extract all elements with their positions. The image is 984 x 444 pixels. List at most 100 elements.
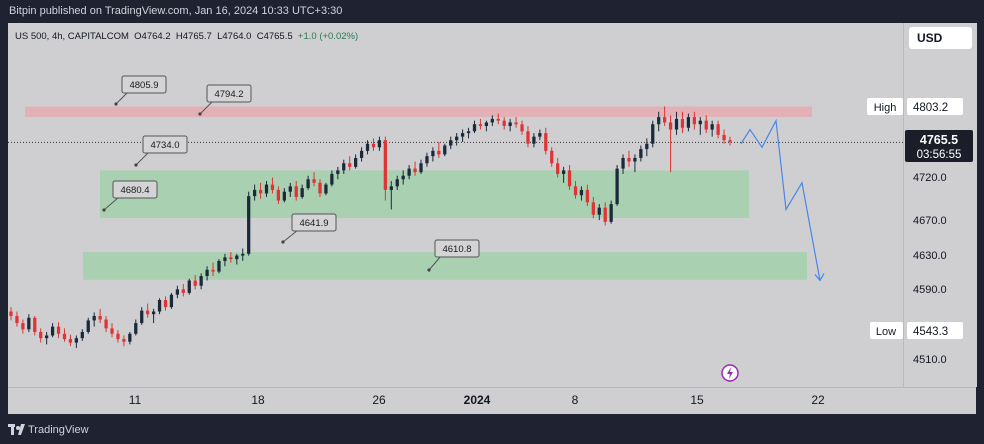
- candle-body: [21, 323, 25, 330]
- callout-box: [121, 75, 167, 94]
- candle-body: [425, 156, 429, 164]
- y-tick-label: 4630.0: [913, 250, 947, 262]
- candle-body: [181, 289, 185, 293]
- candle-body: [56, 326, 61, 334]
- callout-box: [142, 135, 188, 154]
- candle-body: [597, 207, 601, 215]
- candle-body: [211, 269, 215, 272]
- candle-body: [520, 124, 524, 132]
- candle-body: [526, 131, 530, 144]
- callout-box: [112, 180, 158, 199]
- resistance-zone: [25, 106, 812, 117]
- candle-body: [377, 140, 382, 148]
- candle-body: [395, 179, 399, 187]
- candle-body: [389, 186, 393, 190]
- candle-body: [419, 163, 423, 173]
- x-tick-label: 22: [811, 393, 825, 407]
- y-tick-label: 4720.0: [913, 172, 947, 184]
- high-value: 4803.2: [913, 102, 948, 114]
- candle-body: [294, 186, 298, 198]
- callout-label: 4734.0: [150, 140, 179, 151]
- candle-body: [490, 118, 494, 123]
- callout-label: 4680.4: [120, 185, 149, 196]
- candle-body: [579, 189, 584, 196]
- countdown-timer: 03:56:55: [917, 149, 962, 161]
- candle-body: [116, 333, 120, 340]
- footer-brand: TradingView: [28, 424, 89, 436]
- candle-body: [50, 326, 55, 336]
- price-change: +1.0 (+0.02%): [297, 31, 359, 42]
- candle-body: [122, 339, 126, 342]
- support-zone: [100, 170, 749, 218]
- candle-body: [621, 157, 625, 169]
- candle-body: [169, 294, 174, 308]
- candle-body: [496, 118, 500, 121]
- candle-body: [258, 189, 263, 194]
- candle-body: [359, 150, 364, 158]
- candle-body: [354, 157, 358, 167]
- candle-body: [270, 184, 275, 190]
- candle-body: [62, 333, 67, 340]
- x-tick-label: 15: [690, 393, 704, 407]
- candle-body: [336, 170, 340, 174]
- candle-body: [163, 299, 168, 308]
- candle-body: [728, 140, 732, 142]
- candle-body: [157, 299, 162, 312]
- publish-header: Bitpin published on TradingView.com, Jan…: [0, 0, 984, 22]
- candle-body: [9, 311, 13, 316]
- low-tag-label: Low: [876, 326, 896, 338]
- callout-label: 4794.2: [214, 89, 243, 100]
- candle-body: [252, 189, 257, 197]
- ohlc-close: C4765.5: [256, 31, 293, 42]
- candle-body: [86, 320, 90, 332]
- callout-box: [206, 84, 252, 103]
- last-price-box: [905, 130, 973, 162]
- symbol-name: US 500, 4h, CAPITALCOM: [15, 31, 129, 42]
- candle-body: [478, 124, 483, 126]
- candle-body: [603, 207, 607, 222]
- candle-body: [264, 184, 269, 194]
- candle-body: [609, 204, 613, 222]
- candle-body: [472, 124, 477, 132]
- candle-body: [300, 188, 304, 198]
- candle-body: [680, 118, 685, 128]
- candle-body: [538, 133, 542, 137]
- callout-anchor: [427, 268, 431, 272]
- candle-body: [508, 122, 512, 126]
- high-tag-label: High: [874, 102, 897, 114]
- candle-body: [151, 311, 156, 315]
- candle-body: [342, 163, 346, 171]
- currency-button[interactable]: USD: [909, 27, 972, 49]
- candle-body: [193, 280, 197, 286]
- candle-body: [282, 191, 286, 201]
- projection-arrowhead: [814, 273, 825, 282]
- tradingview-logo-icon: [8, 424, 25, 435]
- candle-body: [217, 260, 221, 272]
- callout-pointer: [135, 151, 150, 166]
- callout-anchor: [102, 208, 106, 212]
- y-tick-label: 4510.0: [913, 354, 947, 366]
- candle-body: [449, 140, 453, 146]
- ohlc-low: L4764.0: [217, 31, 252, 42]
- candle-body: [443, 145, 447, 155]
- candle-body: [573, 186, 578, 196]
- candle-body: [134, 323, 138, 334]
- candle-body: [74, 338, 78, 343]
- low-value-box: [907, 322, 963, 339]
- callout-pointer: [428, 255, 442, 271]
- symbol-legend[interactable]: US 500, 4h, CAPITALCOM O4764.2 H4765.7 L…: [15, 31, 358, 42]
- callout-label: 4641.9: [299, 218, 328, 229]
- candle-body: [413, 168, 417, 173]
- candle-body: [591, 202, 595, 215]
- candle-body: [39, 331, 43, 339]
- callout-label: 4805.9: [129, 80, 158, 91]
- candle-body: [585, 189, 590, 203]
- candle-body: [692, 117, 696, 125]
- time-axis[interactable]: [8, 387, 976, 414]
- candle-body: [330, 173, 334, 185]
- candle-body: [318, 182, 322, 194]
- candle-body: [460, 133, 465, 137]
- x-tick-label: 11: [129, 393, 142, 407]
- candle-body: [437, 150, 441, 155]
- candle-body: [639, 149, 643, 158]
